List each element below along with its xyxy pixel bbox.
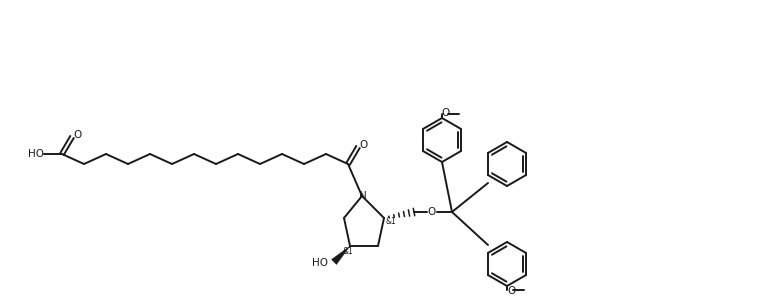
Text: O: O: [73, 130, 81, 140]
Text: &1: &1: [386, 217, 397, 225]
Text: O: O: [442, 108, 450, 118]
Text: &1: &1: [342, 248, 354, 257]
Polygon shape: [332, 246, 350, 265]
Text: O: O: [507, 286, 515, 296]
Text: O: O: [359, 140, 367, 150]
Text: HO: HO: [28, 149, 44, 159]
Text: O: O: [428, 207, 436, 217]
Text: HO: HO: [312, 258, 328, 268]
Text: N: N: [359, 191, 367, 201]
